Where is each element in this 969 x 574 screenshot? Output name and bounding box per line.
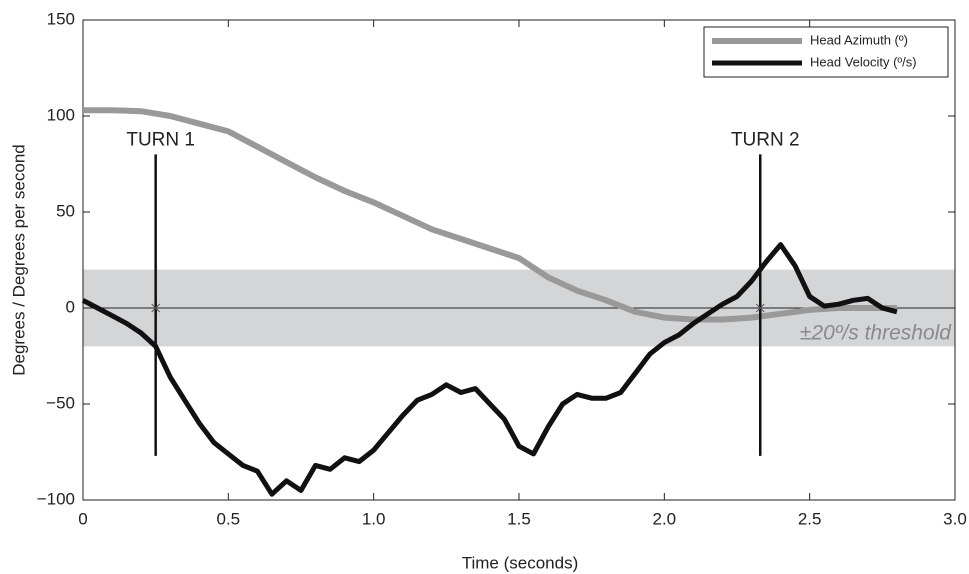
y-tick-label: 100 — [47, 105, 75, 124]
legend-label: Head Azimuth (º) — [810, 32, 908, 47]
turn-label: TURN 2 — [731, 129, 800, 150]
y-tick-label: 50 — [56, 201, 75, 220]
y-axis-label: Degrees / Degrees per second — [9, 144, 28, 376]
y-tick-label: −50 — [46, 393, 75, 412]
x-axis-label: Time (seconds) — [462, 553, 579, 572]
x-tick-label: 3.0 — [943, 509, 967, 528]
legend-box — [703, 26, 949, 78]
y-tick-label: 0 — [66, 297, 75, 316]
turn-marker — [755, 303, 765, 313]
x-tick-label: 1.0 — [362, 509, 386, 528]
x-tick-label: 0 — [78, 509, 87, 528]
x-tick-label: 2.0 — [653, 509, 677, 528]
threshold-label: ±20º/s threshold — [800, 322, 952, 345]
x-tick-label: 0.5 — [217, 509, 241, 528]
turn-marker — [151, 303, 161, 313]
y-tick-label: −100 — [37, 489, 75, 508]
turn-label: TURN 1 — [126, 129, 195, 150]
x-tick-label: 1.5 — [507, 509, 531, 528]
legend-label: Head Velocity (º/s) — [810, 54, 917, 69]
x-tick-label: 2.5 — [798, 509, 822, 528]
y-tick-label: 150 — [47, 9, 75, 28]
